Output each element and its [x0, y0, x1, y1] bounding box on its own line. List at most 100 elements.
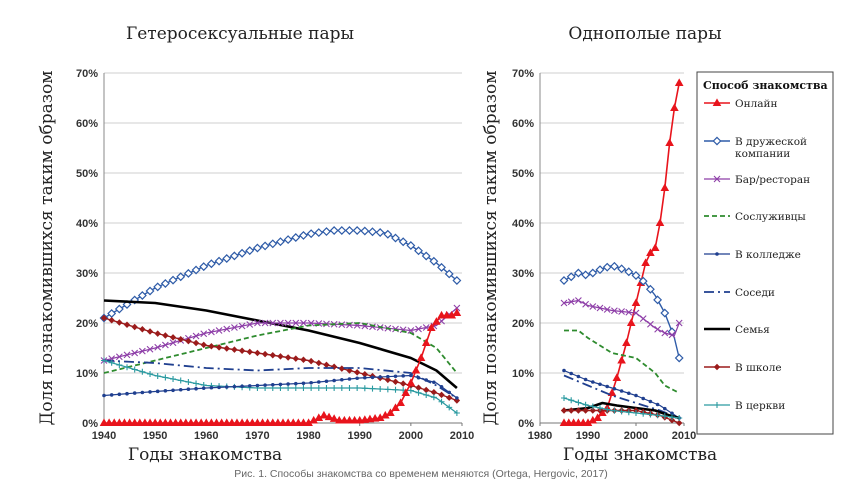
series-church — [101, 357, 460, 416]
marker-church — [162, 374, 169, 381]
marker-friends — [337, 226, 347, 235]
marker-college — [401, 374, 405, 378]
series-neighbors — [103, 359, 458, 399]
marker-college — [324, 379, 329, 384]
x-tick-label: 1990 — [347, 430, 371, 442]
marker-friends — [566, 272, 576, 282]
marker-college — [317, 380, 321, 384]
legend-label-college: В колледже — [735, 249, 801, 261]
marker-bar — [284, 319, 292, 327]
marker-online — [386, 408, 395, 416]
marker-school — [338, 365, 346, 372]
series-neighbors — [563, 374, 680, 419]
marker-online — [319, 410, 329, 419]
marker-friends — [653, 295, 663, 305]
marker-online — [626, 318, 636, 326]
marker-college — [598, 382, 602, 387]
marker-college — [605, 384, 609, 389]
legend-entry-college: В колледже — [704, 249, 801, 261]
marker-bar — [192, 332, 200, 340]
y-tick-label: 30% — [76, 268, 98, 280]
series-friends — [99, 226, 462, 323]
marker-church — [423, 392, 430, 398]
plot-area-heterosexual — [99, 226, 462, 426]
marker-church — [453, 410, 460, 416]
marker-friends — [406, 241, 416, 250]
marker-school — [284, 354, 292, 361]
marker-friends — [391, 233, 400, 243]
series-line-coworkers — [103, 322, 458, 374]
marker-online — [396, 398, 405, 406]
series-line-coworkers — [564, 329, 680, 394]
marker-church — [604, 406, 611, 413]
marker-church — [116, 362, 123, 368]
marker-school — [446, 394, 453, 401]
marker-church — [625, 409, 632, 416]
marker-college — [655, 402, 660, 407]
marker-school — [315, 359, 322, 367]
chart-title-same-sex: Однополые пары — [568, 24, 721, 44]
marker-friends — [306, 229, 316, 239]
marker-church — [108, 359, 115, 366]
legend-marker-school — [713, 363, 721, 371]
marker-school — [169, 334, 177, 341]
marker-college — [132, 391, 137, 395]
marker-bar — [269, 319, 277, 327]
marker-online — [329, 414, 339, 422]
y-tick-label: 50% — [512, 168, 534, 180]
marker-bar — [146, 345, 154, 353]
x-ticks-same-sex: 1980 1990 2000 2010 — [528, 423, 696, 442]
y-tick-label: 20% — [512, 318, 534, 330]
marker-school — [399, 380, 407, 387]
marker-college — [648, 399, 653, 404]
marker-school — [139, 326, 146, 333]
y-tick-label: 10% — [76, 368, 98, 380]
marker-friends — [360, 226, 370, 236]
marker-friends — [114, 304, 124, 314]
legend-label-neighbors: Соседи — [735, 287, 775, 299]
marker-bar — [131, 349, 139, 357]
marker-friends — [176, 272, 186, 282]
marker-friends — [268, 239, 278, 249]
marker-bar — [589, 303, 597, 310]
y-tick-label: 0% — [82, 418, 98, 430]
legend-marker-bar — [713, 175, 721, 183]
marker-school — [185, 337, 192, 345]
marker-church — [177, 377, 184, 384]
marker-college — [332, 378, 336, 383]
marker-online — [375, 413, 385, 421]
x-tick-label: 1960 — [194, 430, 218, 442]
legend-marker-friends — [712, 136, 722, 146]
marker-friends — [322, 227, 331, 236]
marker-school — [246, 348, 253, 356]
marker-friends — [559, 276, 569, 285]
marker-online — [670, 103, 679, 111]
y-tick-label: 40% — [512, 218, 534, 230]
x-tick-label: 2000 — [624, 430, 648, 442]
marker-church — [392, 386, 399, 393]
marker-friends — [631, 271, 641, 280]
marker-church — [669, 414, 675, 421]
marker-school — [123, 321, 131, 328]
marker-friends — [452, 276, 462, 285]
marker-school — [323, 361, 330, 369]
legend-entry-online: Онлайн — [704, 98, 778, 110]
marker-school — [100, 314, 108, 322]
marker-friends — [299, 230, 308, 240]
y-ticks-heterosexual: 0% 10% 20% 30% 40% 50% 60% 70% — [76, 68, 98, 430]
marker-church — [582, 401, 589, 408]
marker-bar — [115, 353, 123, 361]
marker-church — [308, 385, 315, 391]
marker-church — [346, 385, 353, 391]
marker-bar — [582, 300, 589, 308]
marker-college — [424, 378, 429, 382]
marker-school — [208, 343, 215, 350]
marker-college — [286, 382, 290, 386]
marker-school — [560, 407, 568, 414]
marker-bar — [215, 327, 223, 334]
legend-entry-church: В церкви — [704, 400, 785, 412]
marker-online — [665, 138, 674, 146]
marker-friends — [199, 262, 209, 272]
marker-college — [293, 381, 298, 386]
